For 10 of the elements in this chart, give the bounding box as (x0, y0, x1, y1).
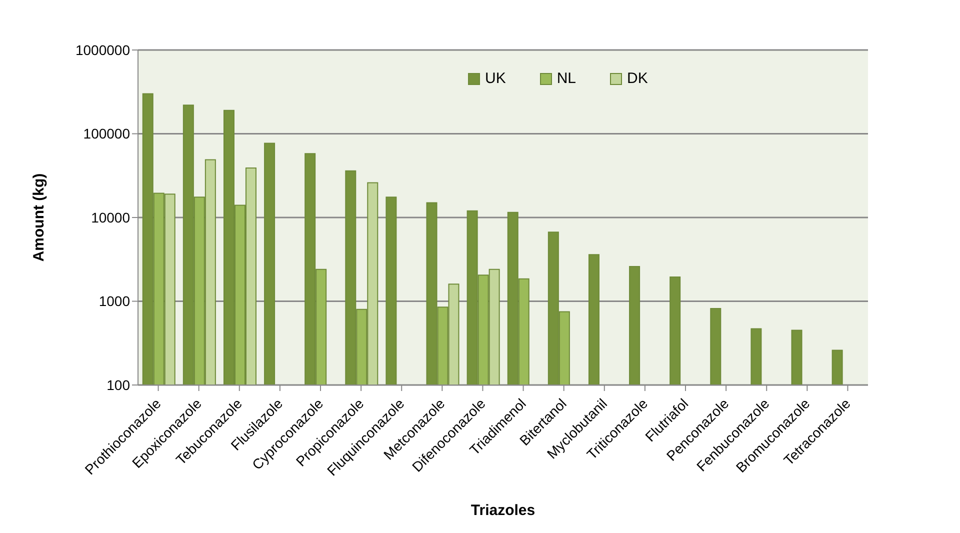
legend-label: DK (627, 70, 648, 87)
y-tick-label: 10000 (91, 209, 130, 226)
y-tick-label: 100 (106, 376, 130, 393)
x-axis-title: Triazoles (470, 502, 536, 519)
y-tick-label: 1000 (98, 293, 130, 310)
y-axis-title: Amount (kg) (30, 173, 48, 262)
legend-label: NL (556, 70, 576, 87)
y-tick-label: 1000000 (75, 42, 130, 58)
y-tick-label: 100000 (83, 126, 130, 142)
legend-label: UK (485, 70, 506, 87)
